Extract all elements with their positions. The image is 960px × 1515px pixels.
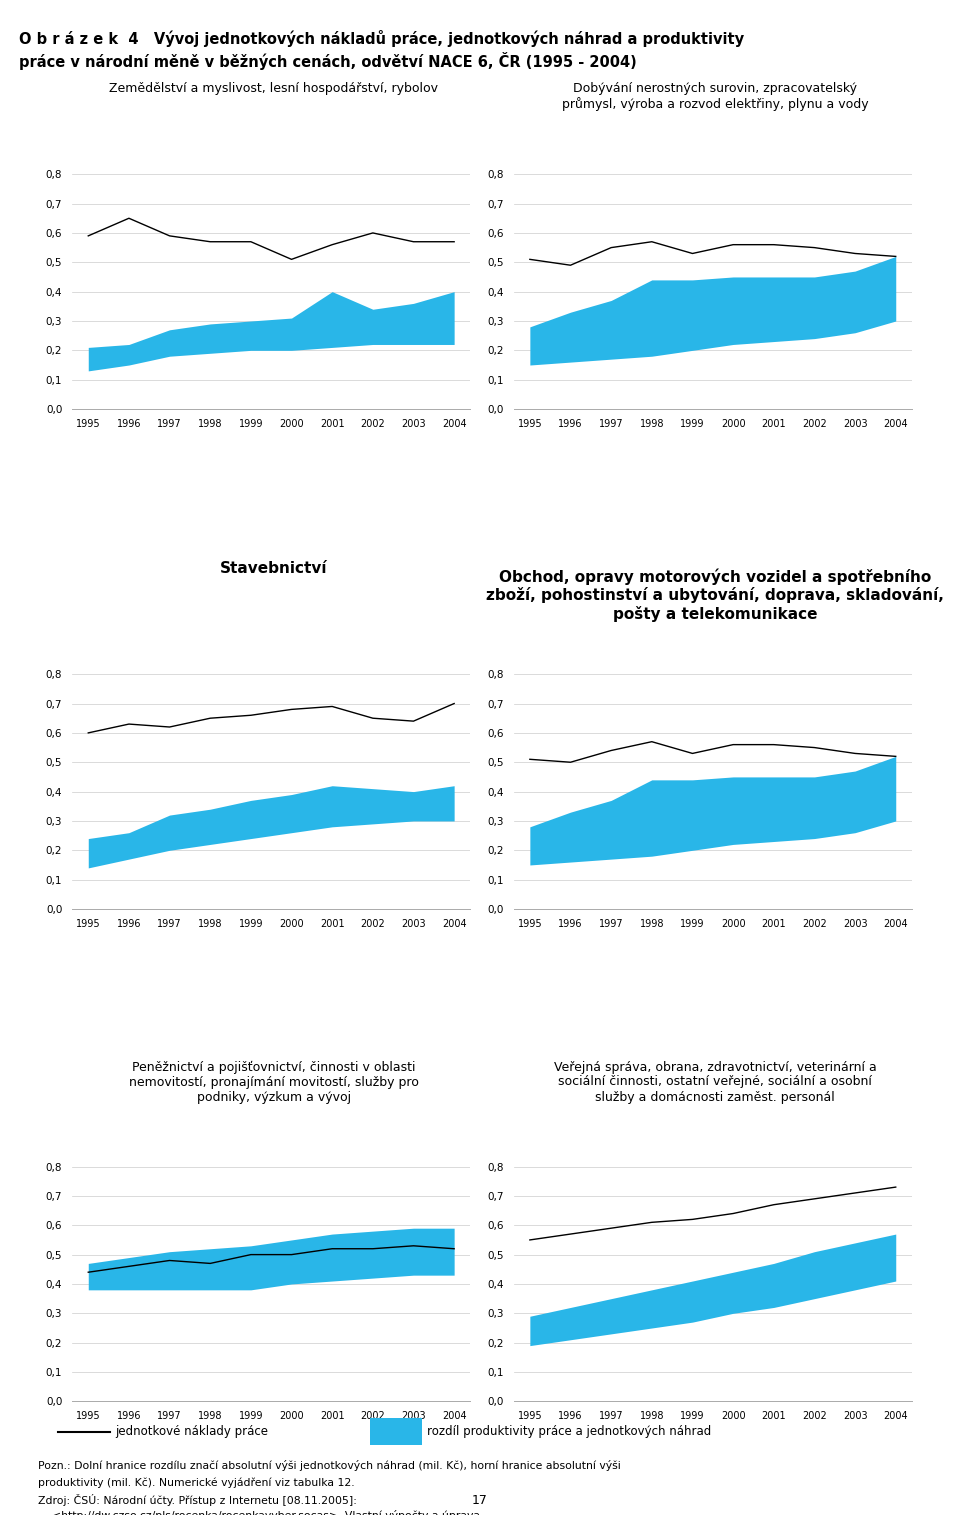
Text: Veřejná správa, obrana, zdravotnictví, veterinární a
sociální činnosti, ostatní : Veřejná správa, obrana, zdravotnictví, v… [554,1060,876,1103]
Text: práce v národní měně v běžných cenách, odvětví NACE 6, ČR (1995 - 2004): práce v národní měně v běžných cenách, o… [19,52,636,70]
Text: Zemědělství a myslivost, lesní hospodářství, rybolov: Zemědělství a myslivost, lesní hospodářs… [109,82,438,95]
Text: O b r á z e k  4   Vývoj jednotkových nákladů práce, jednotkových náhrad a produ: O b r á z e k 4 Vývoj jednotkových nákla… [19,30,744,47]
Text: Stavebnictví: Stavebnictví [220,561,327,576]
Text: Dobývání nerostných surovin, zpracovatelský
průmysl, výroba a rozvod elektřiny, : Dobývání nerostných surovin, zpracovatel… [562,82,869,111]
Text: produktivity (mil. Kč). Numerické vyjádření viz tabulka 12.: produktivity (mil. Kč). Numerické vyjádř… [38,1477,355,1488]
Text: Zdroj: ČSÚ: Národní účty. Přístup z Internetu [08.11.2005]:: Zdroj: ČSÚ: Národní účty. Přístup z Inte… [38,1494,357,1506]
Text: Obchod, opravy motorových vozidel a spotřebního
zboží, pohostinství a ubytování,: Obchod, opravy motorových vozidel a spot… [487,568,944,621]
Text: Pozn.: Dolní hranice rozdílu značí absolutní výši jednotkových náhrad (mil. Kč),: Pozn.: Dolní hranice rozdílu značí absol… [38,1460,621,1471]
Text: 17: 17 [472,1494,488,1507]
Text: jednotkové náklady práce: jednotkové náklady práce [115,1426,268,1438]
Text: Peněžnictví a pojišťovnictví, činnosti v oblasti
nemovitostí, pronajímání movito: Peněžnictví a pojišťovnictví, činnosti v… [129,1060,419,1103]
Text: <http://dw.czso.cz/pls/rocenka/rocenkavyber.socas>. Vlastní výpočty a úprava.: <http://dw.czso.cz/pls/rocenka/rocenkavy… [38,1510,484,1515]
Text: rozdíl produktivity práce a jednotkových náhrad: rozdíl produktivity práce a jednotkových… [427,1426,711,1438]
